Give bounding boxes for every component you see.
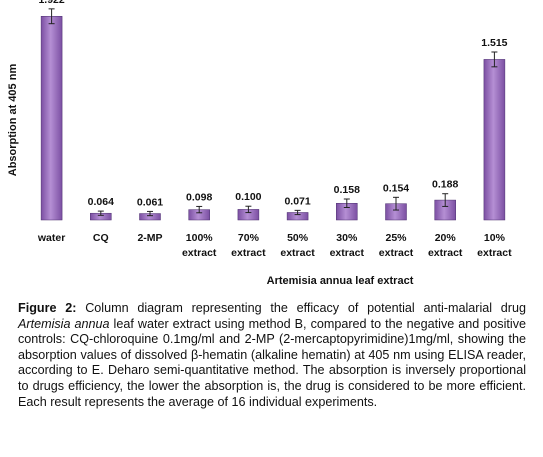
x-tick-label: 10%	[484, 232, 506, 244]
data-label: 0.071	[284, 195, 310, 207]
bar	[40, 16, 63, 221]
x-tick-label: extract	[379, 247, 414, 259]
x-tick-label: extract	[330, 247, 365, 259]
data-label: 0.154	[383, 182, 409, 194]
x-tick-label: water	[37, 232, 65, 244]
data-label: 0.100	[235, 191, 261, 203]
data-label: 0.064	[88, 196, 114, 208]
x-tick-label: 100%	[186, 232, 214, 244]
caption-text-2: leaf water extract using method B, compa…	[18, 316, 526, 409]
data-label: 1.922	[38, 0, 64, 6]
x-tick-label: 70%	[238, 232, 260, 244]
data-label: 1.515	[481, 37, 507, 49]
y-axis-label: Absorption at 405 nm	[4, 20, 22, 220]
x-tick-label: extract	[428, 247, 463, 259]
data-label: 0.188	[432, 179, 458, 191]
caption-text-1: Column diagram representing the efficacy…	[76, 301, 526, 315]
x-tick-label: 20%	[435, 232, 457, 244]
bar	[483, 59, 506, 221]
data-label: 0.061	[137, 196, 163, 208]
x-tick-label: 25%	[385, 232, 407, 244]
figure-caption: Figure 2: Column diagram representing th…	[18, 301, 526, 410]
x-tick-label: extract	[280, 247, 315, 259]
x-tick-label: 30%	[336, 232, 358, 244]
data-label: 0.098	[186, 191, 212, 203]
x-tick-label: 50%	[287, 232, 309, 244]
x-tick-label: extract	[231, 247, 266, 259]
x-tick-label: extract	[182, 247, 217, 259]
x-tick-label: 2-MP	[137, 232, 162, 244]
x-axis-label: Artemisia annua leaf extract	[266, 275, 414, 287]
bar-chart: 1.922 water 0.064 CQ 0.061 2-MP 0.098 100% extra…	[37, 0, 512, 259]
y-axis-label-text: Absorption at 405 nm	[7, 63, 19, 177]
caption-species: Artemisia annua	[18, 316, 110, 331]
x-tick-label: CQ	[93, 232, 109, 244]
figure-label: Figure 2:	[18, 301, 77, 315]
data-label: 0.158	[334, 184, 360, 196]
x-tick-label: extract	[477, 247, 512, 259]
